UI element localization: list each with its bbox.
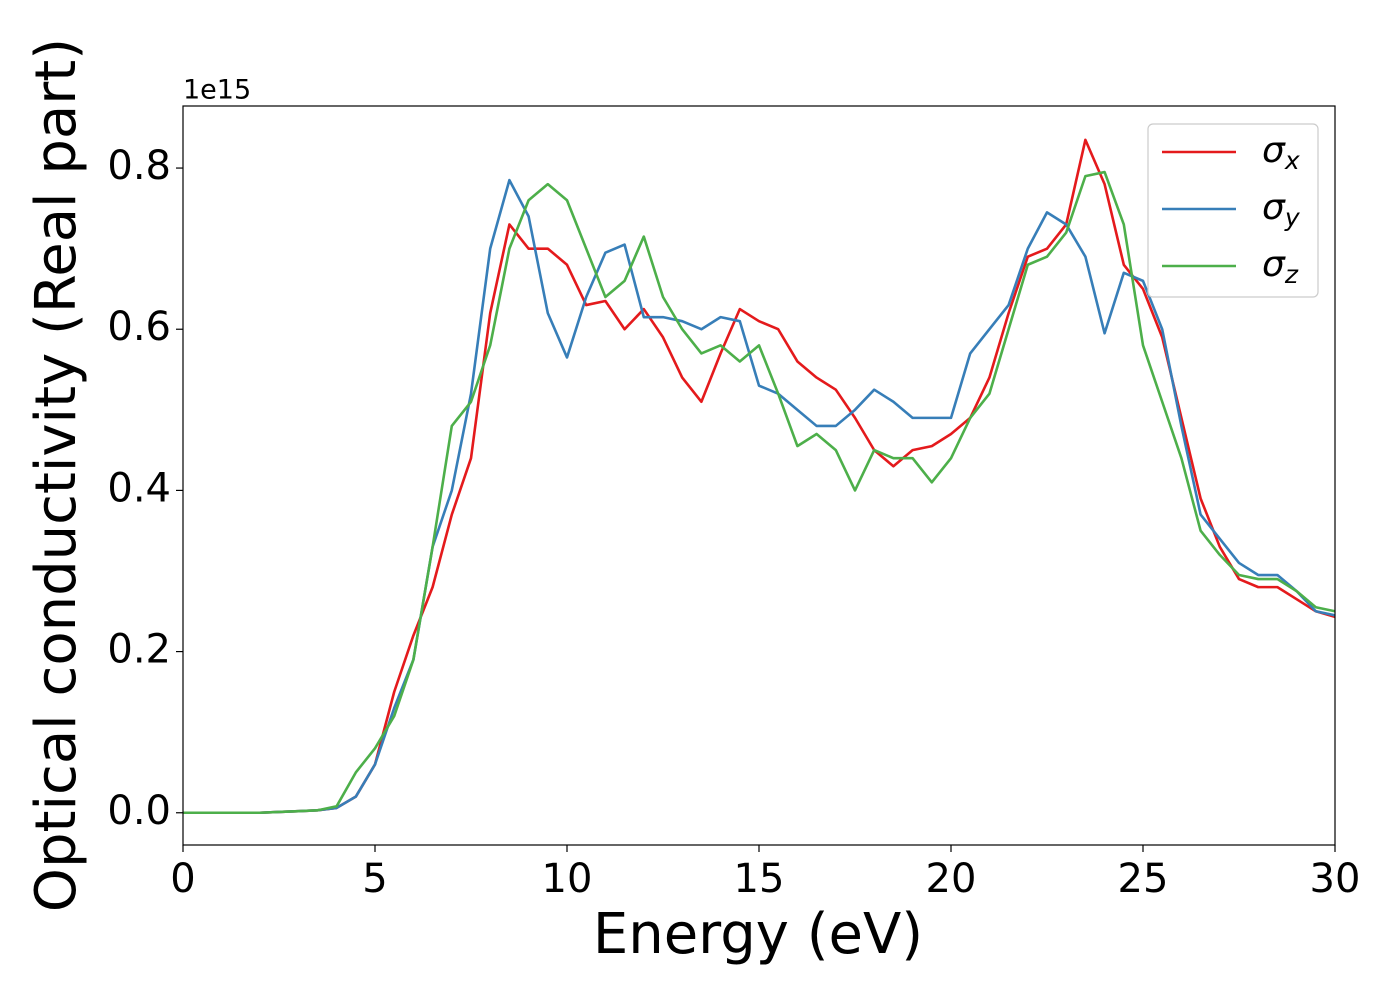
legend-box	[1147, 123, 1319, 298]
series-line	[183, 170, 1335, 815]
plot-frame	[182, 105, 1336, 846]
x-axis-label: Energy (eV)	[593, 902, 923, 967]
series-line	[183, 178, 1335, 815]
legend-label: σy	[1262, 187, 1301, 232]
x-tick-label: 5	[362, 856, 387, 902]
legend-label: σx	[1262, 130, 1300, 175]
x-tick-label: 30	[1310, 856, 1361, 902]
y-tick-label: 0.2	[107, 627, 171, 673]
y-tick-label: 0.8	[107, 143, 171, 189]
offset-label: 1e15	[183, 75, 251, 106]
y-axis-label: Optical conductivity (Real part)	[24, 38, 89, 912]
y-tick-label: 0.4	[107, 465, 171, 511]
x-tick-label: 15	[734, 856, 785, 902]
x-tick-label: 25	[1118, 856, 1169, 902]
y-tick-label: 0.0	[107, 788, 171, 834]
x-tick-label: 10	[542, 856, 593, 902]
legend-label: σz	[1262, 244, 1299, 289]
x-tick-label: 20	[926, 856, 977, 902]
x-tick-label: 0	[170, 856, 195, 902]
y-tick-label: 0.6	[107, 304, 171, 350]
